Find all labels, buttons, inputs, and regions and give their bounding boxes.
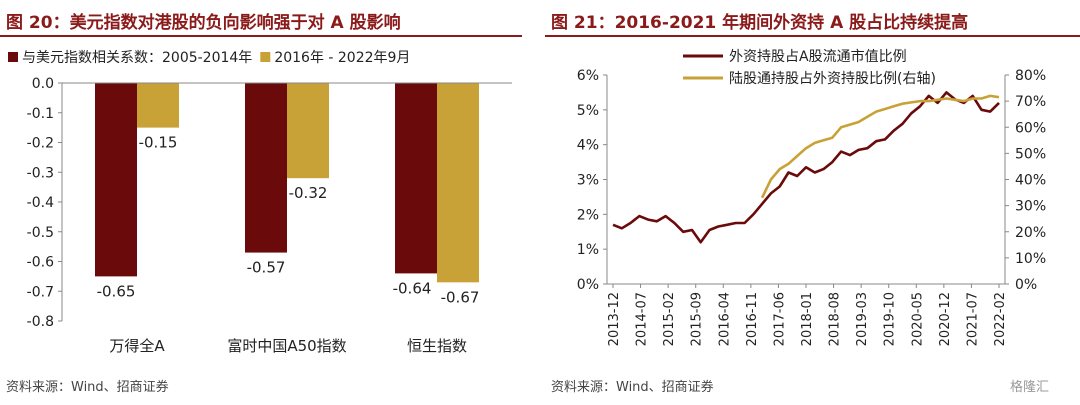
right-y-tick-label: 20% [1015, 225, 1046, 241]
data-label: -0.65 [97, 282, 136, 300]
data-label: -0.15 [139, 134, 178, 152]
y-tick-label: -0.7 [27, 284, 54, 300]
x-category-label: 恒生指数 [407, 337, 467, 355]
x-tick-label: 2020-05 [910, 292, 925, 346]
legend-label-2: 陆股通持股占外资持股比例(右轴) [729, 71, 936, 87]
x-tick-label: 2022-02 [993, 292, 1008, 346]
y-tick-label: -0.1 [27, 106, 54, 122]
right-y-tick-label: 40% [1015, 173, 1046, 189]
right-y-tick-label: 70% [1015, 94, 1046, 110]
left-y-tick-label: 2% [577, 207, 599, 223]
x-tick-label: 2018-08 [828, 292, 843, 346]
data-label: -0.64 [393, 279, 432, 297]
left-y-tick-label: 1% [577, 242, 599, 258]
bar-1-2 [245, 83, 287, 253]
data-label: -0.57 [247, 259, 286, 277]
x-tick-label: 2016-04 [717, 292, 732, 346]
bar-2-1 [137, 83, 179, 128]
legend-label-1: 外资持股占A股流通市值比例 [729, 48, 907, 65]
y-tick-label: -0.8 [27, 314, 54, 330]
x-tick-label: 2019-10 [883, 292, 898, 346]
legend-label-1: 与美元指数相关系数：2005-2014年 [22, 50, 252, 66]
y-tick-label: -0.3 [27, 165, 54, 181]
x-tick-label: 2017-06 [772, 292, 787, 346]
right-y-tick-label: 10% [1015, 251, 1046, 267]
x-tick-label: 2019-03 [855, 292, 870, 346]
x-tick-label: 2015-09 [690, 292, 705, 346]
right-y-tick-label: 50% [1015, 146, 1046, 162]
left-source-note: 资料来源：Wind、招商证券 [6, 380, 169, 395]
line-chart: 0% 1% 2% 3% 4% 5% 6% 0% 10% 20% 30% 40% 50% 60% 70% 80%… [577, 48, 1046, 346]
x-category-label: 万得全A [109, 337, 165, 355]
left-chart-title: 图 20：美元指数对港股的负向影响强于对 A 股影响 [6, 13, 401, 33]
y-tick-label: 0.0 [32, 76, 54, 92]
right-source-note: 资料来源：Wind、招商证券 [551, 380, 714, 395]
left-chart-panel: 图 20：美元指数对港股的负向影响强于对 A 股影响 与美元指数相关系数：200… [0, 0, 530, 405]
left-y-tick-label: 6% [577, 68, 599, 84]
left-y-tick-label: 3% [577, 173, 599, 189]
bar-2-2 [287, 83, 329, 179]
right-chart-title: 图 21：2016-2021 年期间外资持 A 股占比持续提高 [551, 13, 969, 33]
right-y-tick-label: 30% [1015, 199, 1046, 215]
y-tick-label: -0.6 [27, 255, 54, 271]
bar-2-3 [437, 83, 479, 283]
y-tick-label: -0.5 [27, 225, 54, 241]
left-title-divider [0, 35, 522, 37]
legend-swatch-2 [260, 52, 271, 62]
x-category-label: 富时中国A50指数 [227, 337, 346, 355]
x-tick-label: 2016-11 [745, 292, 760, 346]
right-chart-panel: 图 21：2016-2021 年期间外资持 A 股占比持续提高 0% 1% 2% 3%… [545, 0, 1080, 405]
bar-1-3 [395, 83, 437, 274]
x-tick-label: 2018-01 [800, 292, 815, 346]
data-label: -0.67 [441, 288, 480, 306]
left-y-tick-label: 0% [577, 277, 599, 293]
series-line-2 [760, 94, 1000, 199]
y-tick-label: -0.4 [27, 195, 54, 211]
data-label: -0.32 [289, 184, 328, 202]
x-tick-label: 2020-12 [938, 292, 953, 346]
right-y-tick-label: 60% [1015, 120, 1046, 136]
x-tick-label: 2014-07 [635, 292, 650, 346]
legend-swatch-1 [8, 52, 18, 62]
right-y-tick-label: 80% [1015, 68, 1046, 84]
left-y-tick-label: 5% [577, 103, 599, 119]
y-tick-label: -0.2 [27, 136, 54, 152]
legend-label-2: 2016年 - 2022年9月 [274, 50, 410, 66]
left-y-tick-label: 4% [577, 138, 599, 154]
x-tick-label: 2013-12 [607, 292, 622, 346]
bar-1-1 [95, 83, 137, 277]
watermark-logo: 格隆汇 [1010, 380, 1050, 395]
x-tick-label: 2021-07 [965, 292, 980, 346]
series-line-1 [612, 91, 1000, 244]
right-y-tick-label: 0% [1015, 277, 1037, 293]
right-title-divider [545, 35, 1080, 37]
x-tick-label: 2015-02 [662, 292, 677, 346]
bar-chart: 与美元指数相关系数：2005-2014年 2016年 - 2022年9月 0.0 -0… [8, 50, 512, 355]
